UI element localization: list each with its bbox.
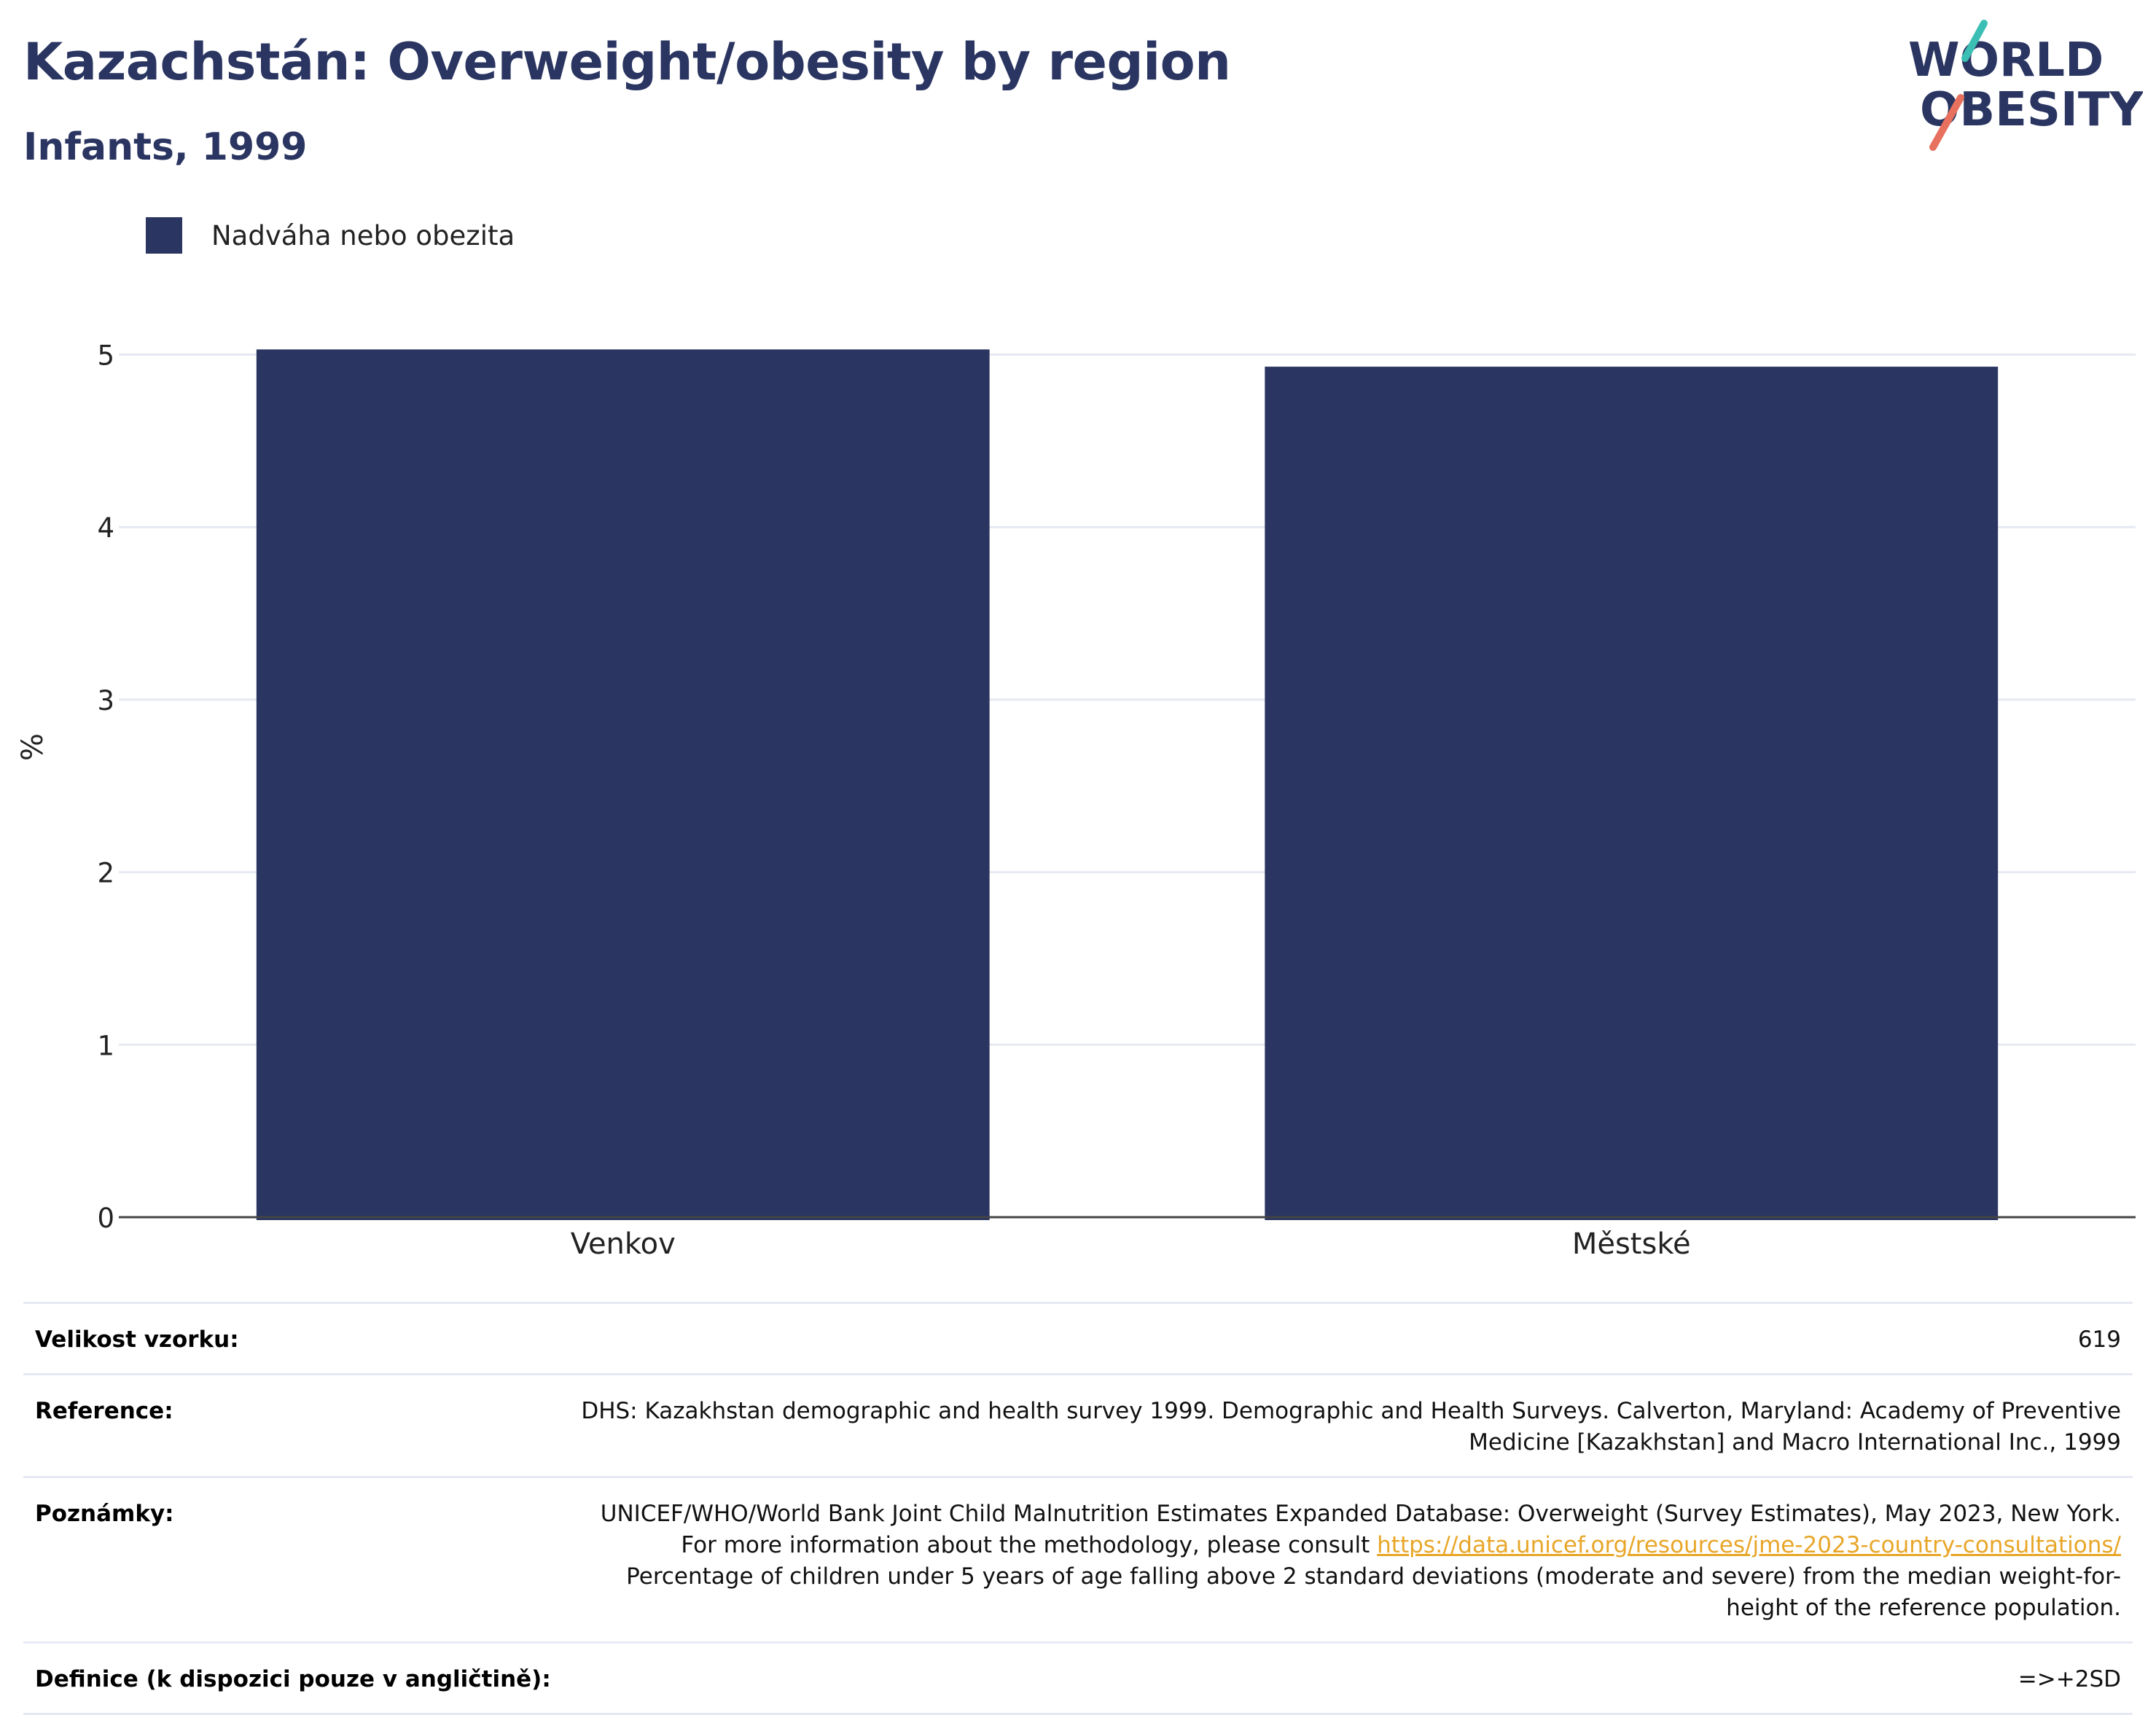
legend-swatch bbox=[146, 217, 182, 254]
world-obesity-logo: WORLD OBESITY bbox=[1908, 20, 2143, 151]
notes-text-before: UNICEF/WHO/World Bank Joint Child Malnut… bbox=[600, 1501, 2121, 1558]
definition-label: Definice (k dispozici pouze v angličtině… bbox=[35, 1666, 551, 1692]
chart-title: Kazachstán: Overweight/obesity by region bbox=[23, 32, 1231, 92]
x-tick-label: Venkov bbox=[571, 1227, 676, 1261]
definition-value: =>+2SD bbox=[2018, 1666, 2121, 1692]
chart-legend[interactable]: Nadváha nebo obezita bbox=[146, 215, 515, 256]
bar-chart: 0 1 2 3 4 5 Venkov Městské % bbox=[16, 340, 2136, 1261]
y-axis-label: % bbox=[16, 733, 50, 761]
notes-label: Poznámky: bbox=[35, 1501, 174, 1527]
axes: 0 1 2 3 4 5 Venkov Městské bbox=[97, 340, 2136, 1261]
info-row-reference: Reference: DHS: Kazakhstan demographic a… bbox=[23, 1373, 2133, 1476]
chart-subtitle: Infants, 1999 bbox=[23, 125, 308, 169]
notes-link[interactable]: https://data.unicef.org/resources/jme-20… bbox=[1377, 1532, 2121, 1558]
notes-value: UNICEF/WHO/World Bank Joint Child Malnut… bbox=[560, 1499, 2121, 1624]
bars bbox=[256, 349, 1999, 1221]
x-tick-label: Městské bbox=[1572, 1227, 1691, 1261]
bar bbox=[256, 349, 990, 1220]
info-row-sample-size: Velikost vzorku: 619 bbox=[23, 1302, 2133, 1373]
logo-coral-slash bbox=[1929, 94, 1964, 151]
reference-label: Reference: bbox=[35, 1398, 173, 1424]
logo-teal-slash bbox=[1961, 20, 1988, 62]
y-tick-label: 4 bbox=[97, 512, 114, 544]
y-tick-label: 3 bbox=[97, 685, 114, 716]
y-tick-label: 5 bbox=[97, 340, 114, 372]
bar bbox=[1265, 367, 1999, 1221]
notes-text-after: Percentage of children under 5 years of … bbox=[626, 1563, 2121, 1621]
info-row-notes: Poznámky: UNICEF/WHO/World Bank Joint Ch… bbox=[23, 1476, 2133, 1641]
y-tick-label: 1 bbox=[97, 1030, 114, 1061]
y-tick-label: 2 bbox=[97, 858, 114, 889]
reference-value: DHS: Kazakhstan demographic and health s… bbox=[581, 1398, 2121, 1456]
logo-word-1: WORLD bbox=[1908, 34, 2104, 87]
sample-size-label: Velikost vzorku: bbox=[35, 1327, 239, 1353]
legend-label: Nadváha nebo obezita bbox=[211, 219, 515, 251]
y-tick-label: 0 bbox=[97, 1203, 114, 1234]
info-table: Velikost vzorku: 619 Reference: DHS: Kaz… bbox=[23, 1302, 2133, 1715]
info-row-definition: Definice (k dispozici pouze v angličtině… bbox=[23, 1641, 2133, 1715]
sample-size-value: 619 bbox=[2077, 1327, 2121, 1353]
